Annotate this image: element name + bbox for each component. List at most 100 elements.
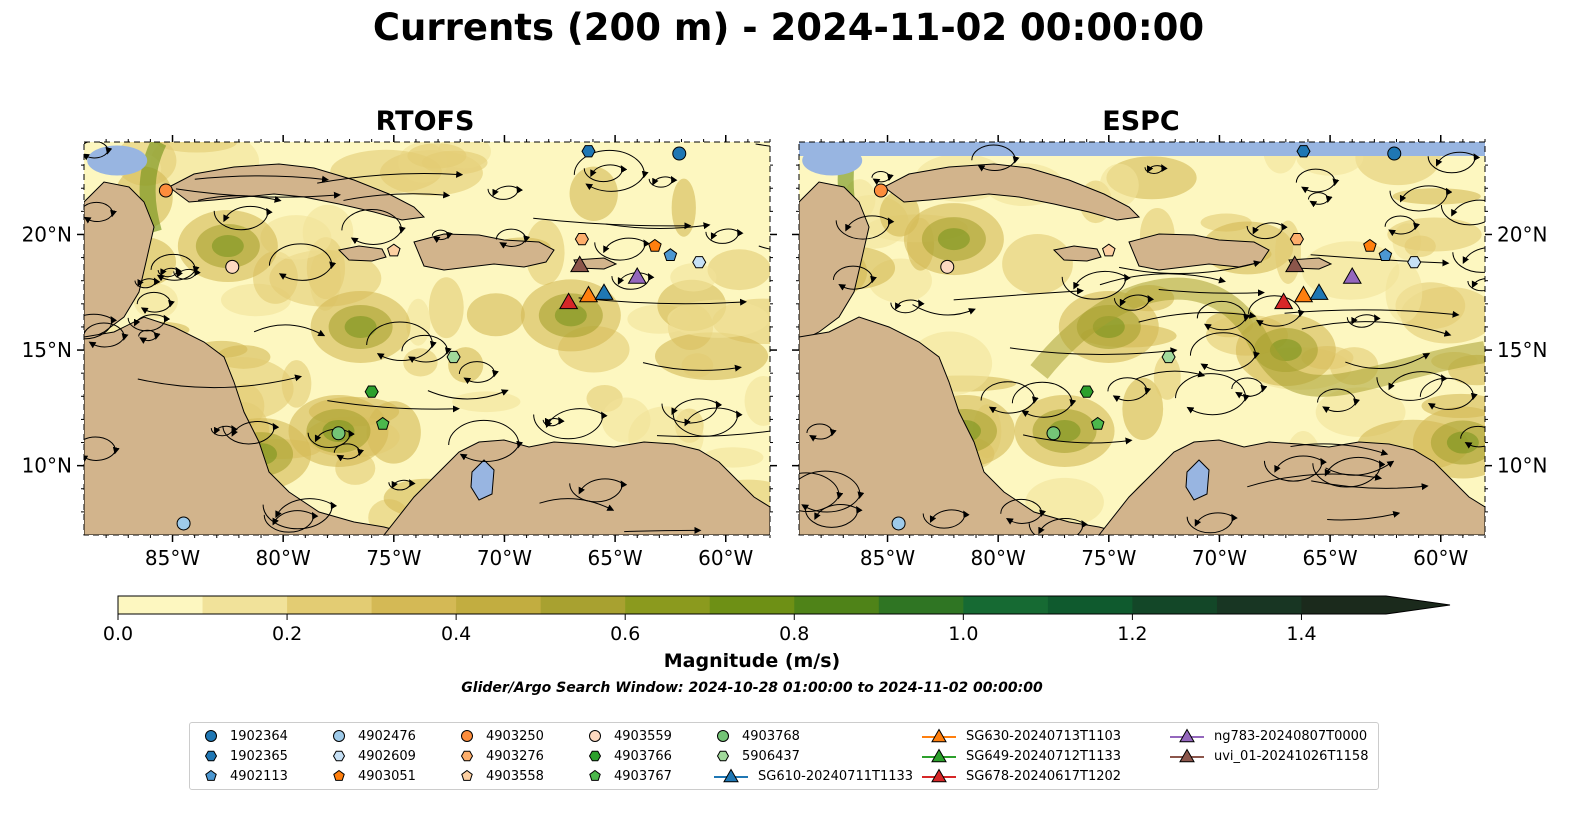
legend-marker-circle [717, 730, 729, 742]
glider-SG610-20240711T1133 [594, 283, 614, 300]
argo-float-4903767 [1091, 416, 1105, 430]
lon-tick-label: 75°W [366, 546, 421, 570]
streamline [495, 228, 531, 249]
streamline [832, 265, 877, 291]
map-figure: 85°W 80°W 75°W 70°W 65°W 60°W 20°N 15°N 10°N 85°W… [22, 135, 1547, 570]
streamline [1311, 480, 1429, 491]
legend-item: 4903766 [586, 746, 672, 766]
streamline [1247, 473, 1383, 488]
colorbar-tick-label: 0.8 [779, 623, 809, 645]
legend-item: 4903558 [458, 766, 544, 786]
streamline [1099, 273, 1226, 286]
legend-label: 5906437 [742, 748, 800, 764]
argo-float-4902113 [663, 248, 678, 261]
streamline [569, 478, 628, 503]
legend-marker [461, 769, 473, 781]
lat-tick-label: 20°N [1497, 222, 1547, 246]
legend-marker-hexagon [460, 750, 474, 762]
argo-float-1902365 [1296, 145, 1311, 158]
streamline [317, 170, 464, 184]
colorbar-tick-label: 1.0 [948, 623, 978, 645]
legend-label: SG678-20240617T1202 [966, 768, 1122, 784]
figure-title: Currents (200 m) - 2024-11-02 00:00:00 [372, 6, 1205, 49]
legend-marker [333, 730, 345, 742]
argo-float-4903250 [158, 183, 173, 198]
argo-float-1902365 [581, 145, 596, 158]
legend-marker-circle [461, 730, 473, 742]
colorbar-segment [371, 596, 457, 614]
legend-item: 4903767 [586, 766, 672, 786]
legend-marker [460, 750, 474, 762]
colorbar-tick-label: 0.2 [272, 623, 302, 645]
panel-title-espc: ESPC [1102, 106, 1180, 137]
streamline [127, 314, 171, 332]
streamline [1327, 510, 1401, 521]
streamline [1345, 352, 1431, 370]
legend: 1902364 1902365 4902113 4902476 4902609 49030… [189, 722, 1379, 790]
streamline [1440, 199, 1485, 226]
argo-float-4903768 [1046, 426, 1061, 441]
argo-float-4903559 [225, 259, 240, 274]
legend-item: 4902113 [202, 766, 288, 786]
legend-item: SG678-20240617T1202 [922, 766, 1121, 786]
streamline [1452, 247, 1485, 274]
argo-float-4903276 [574, 233, 589, 246]
streamline [1467, 277, 1485, 292]
streamline [84, 436, 120, 462]
streamline [253, 324, 326, 337]
streamline [327, 400, 460, 413]
streamline [648, 175, 678, 188]
streamline [222, 421, 280, 445]
argo-float-4903051 [1363, 238, 1377, 252]
legend-marker [723, 768, 739, 783]
streamline [611, 272, 655, 290]
glider-SG678-20240617T1202 [1274, 292, 1294, 310]
legend-marker-triangle [922, 768, 956, 783]
legend-marker-pentagon [461, 769, 473, 781]
streamline [1028, 518, 1088, 535]
streamline [1113, 294, 1155, 311]
legend-label: SG610-20240711T1133 [758, 768, 914, 784]
legend-marker [589, 730, 601, 742]
legend-marker-pentagon [205, 769, 217, 781]
streamline [366, 321, 437, 362]
argo-float-4902113 [1378, 248, 1393, 261]
streamline [922, 509, 970, 529]
streamline [533, 408, 608, 440]
streamline [1022, 434, 1133, 445]
streamline [912, 304, 976, 316]
streamline [953, 287, 1084, 301]
lon-tick-label: 80°W [256, 546, 311, 570]
streamline [262, 498, 338, 530]
legend-label: 4903051 [358, 768, 416, 784]
lat-tick-label: 15°N [22, 338, 72, 362]
streamline [1246, 222, 1288, 240]
legend-marker-triangle [922, 748, 956, 763]
argo-float-4903051 [648, 238, 662, 252]
streamline [661, 398, 723, 424]
streamline [84, 313, 118, 340]
streamline [427, 389, 509, 400]
legend-marker [589, 769, 601, 781]
streamline [980, 381, 1039, 414]
lon-tick-label: 70°W [1192, 546, 1247, 570]
colorbar-tick-label: 0.0 [103, 623, 133, 645]
legend-label: 4902476 [358, 728, 416, 744]
streamline [755, 143, 770, 147]
streamline [971, 144, 1020, 172]
colorbar-segment [202, 596, 288, 614]
streamline [1135, 370, 1206, 380]
legend-marker-circle [589, 730, 601, 742]
streamline [799, 470, 865, 513]
streamline [1196, 300, 1251, 331]
argo-float-4903558 [1102, 243, 1116, 257]
legend-item: SG630-20240713T1103 [922, 726, 1121, 746]
streamline [1138, 311, 1257, 323]
legend-marker [205, 730, 217, 742]
streamline [1009, 347, 1178, 356]
legend-marker [1179, 728, 1195, 743]
legend-label: SG649-20240712T1133 [966, 748, 1122, 764]
lon-tick-label: 75°W [1081, 546, 1136, 570]
legend-marker-hexagon [716, 750, 730, 762]
legend-item: SG610-20240711T1133 [714, 766, 913, 786]
